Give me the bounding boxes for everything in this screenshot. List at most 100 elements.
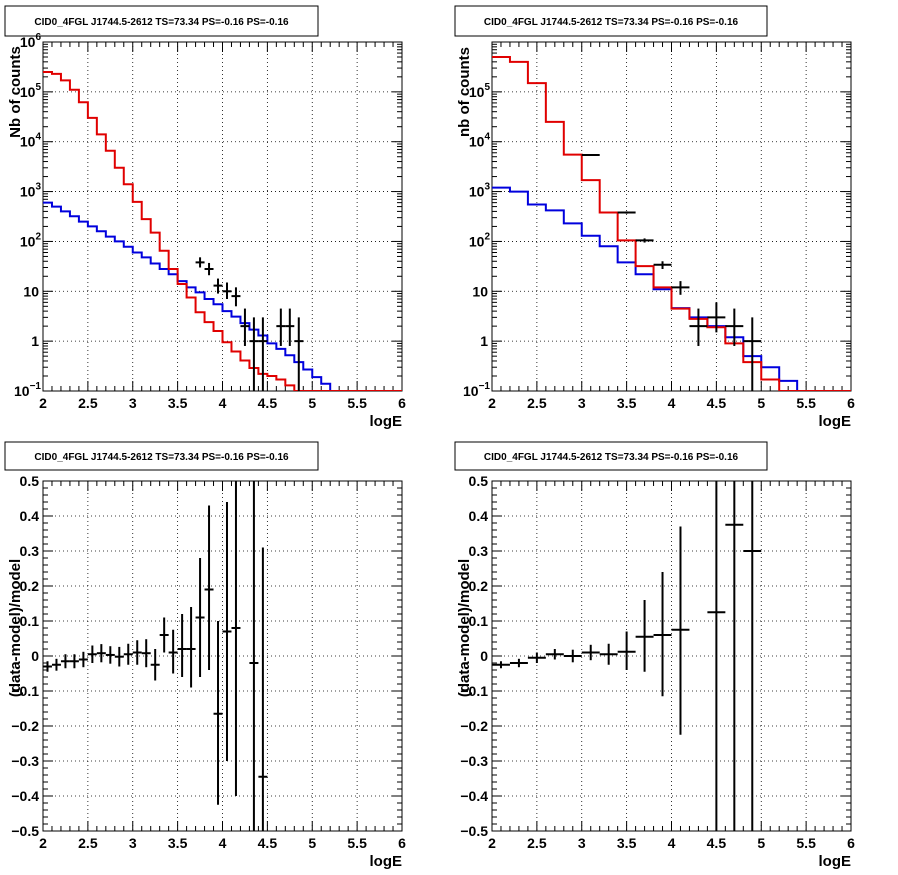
data-point [240, 308, 250, 346]
y-tick-label: 10 [23, 283, 39, 299]
data-point [258, 317, 268, 391]
data-point [743, 481, 762, 831]
data-point [105, 646, 115, 664]
title-box [4, 441, 319, 471]
y-axis-label: (data-model)/model [7, 559, 24, 697]
data-point [141, 639, 151, 668]
x-tick-label: 6 [847, 835, 855, 851]
x-tick-label: 3.5 [617, 395, 637, 411]
y-tick-label: −0.5 [11, 823, 39, 839]
data-point [96, 644, 106, 663]
y-tick-label: 10−1 [463, 381, 490, 399]
x-tick-label: 5 [757, 835, 765, 851]
data-point [635, 238, 654, 243]
data-point [599, 643, 618, 665]
chart-title: CID0_4FGL J1744.5-2612 TS=73.34 PS=-0.16… [484, 452, 739, 463]
data-point [671, 281, 690, 295]
title-box [4, 5, 319, 37]
data-point [168, 629, 178, 674]
y-tick-label: 0.5 [20, 473, 40, 489]
x-tick-label: 5.5 [347, 395, 367, 411]
y-tick-label: −0.3 [460, 753, 488, 769]
data-point [159, 617, 169, 653]
data-point [725, 308, 744, 346]
data-point [222, 282, 232, 300]
x-tick-label: 3 [578, 835, 586, 851]
data-point [51, 658, 61, 671]
chart-panel-2: CID0_4FGL J1744.5-2612 TS=73.34 PS=-0.16… [454, 5, 855, 430]
y-tick-label: 0.3 [20, 543, 40, 559]
y-tick-label: 104 [20, 132, 42, 150]
y-tick-label: 0.3 [469, 543, 489, 559]
data-point [653, 572, 672, 697]
axis-ticks [42, 480, 403, 832]
plot-area [43, 71, 402, 391]
x-tick-label: 5.5 [796, 395, 816, 411]
data-point [213, 278, 223, 294]
data-point [204, 505, 214, 670]
data-point [177, 614, 187, 677]
x-axis-label: logE [370, 413, 403, 430]
chart-title: CID0_4FGL J1744.5-2612 TS=73.34 PS=-0.16… [34, 17, 289, 28]
data-point [707, 481, 726, 831]
x-tick-label: 3.5 [168, 835, 188, 851]
plot-area [492, 481, 762, 831]
data-point [249, 481, 259, 831]
x-tick-label: 5.5 [347, 835, 367, 851]
y-tick-label: 104 [469, 132, 491, 150]
x-tick-label: 4.5 [258, 395, 278, 411]
data-points [492, 481, 762, 831]
y-tick-label: −0.1 [11, 683, 39, 699]
y-tick-label: 1 [480, 333, 488, 349]
x-tick-label: 5 [308, 835, 316, 851]
y-axis-label: nb of counts [456, 47, 473, 137]
data-point [123, 643, 133, 665]
data-point [294, 317, 304, 391]
x-tick-label: 4.5 [258, 835, 278, 851]
x-tick-label: 2.5 [78, 835, 98, 851]
data-point [43, 661, 52, 672]
x-tick-label: 2 [39, 395, 47, 411]
chart-panel-3: CID0_4FGL J1744.5-2612 TS=73.34 PS=-0.16… [4, 441, 406, 870]
data-point [617, 211, 636, 214]
data-point [69, 654, 79, 669]
x-tick-label: 5 [308, 395, 316, 411]
data-point [132, 640, 142, 665]
y-tick-label: 103 [469, 182, 491, 200]
data-point [509, 658, 528, 668]
chart-title: CID0_4FGL J1744.5-2612 TS=73.34 PS=-0.16… [484, 17, 739, 28]
x-tick-label: 2 [488, 835, 496, 851]
chart-panel-1: CID0_4FGL J1744.5-2612 TS=73.34 PS=-0.16… [4, 5, 406, 430]
gridlines [492, 481, 851, 831]
data-point [78, 651, 88, 668]
x-axis-label: logE [370, 853, 403, 870]
x-tick-label: 4 [668, 395, 676, 411]
background_model-histogram [492, 186, 851, 391]
y-axis-label: (data-model)/model [456, 559, 473, 697]
data-point [617, 631, 636, 670]
y-tick-label: −0.3 [11, 753, 39, 769]
y-tick-label: 106 [20, 32, 42, 50]
data-point [204, 262, 214, 276]
x-tick-label: 4 [219, 835, 227, 851]
total_model-histogram [43, 71, 402, 391]
data-point [114, 646, 124, 667]
x-tick-label: 3 [129, 395, 137, 411]
x-tick-label: 4 [219, 395, 227, 411]
title-box [454, 5, 768, 37]
data-point [276, 308, 286, 346]
y-tick-label: 0 [480, 648, 488, 664]
data-point [563, 649, 582, 663]
y-tick-label: −0.4 [11, 788, 39, 804]
y-tick-label: −0.1 [460, 683, 488, 699]
x-tick-label: 2.5 [527, 835, 547, 851]
y-tick-label: 0.4 [469, 508, 489, 524]
y-tick-label: 102 [469, 231, 491, 249]
data-point [635, 600, 654, 672]
axis-ticks [491, 42, 852, 392]
x-tick-label: 5 [757, 395, 765, 411]
plot-area [492, 56, 851, 391]
x-axis-label: logE [819, 853, 852, 870]
x-tick-label: 3.5 [617, 835, 637, 851]
